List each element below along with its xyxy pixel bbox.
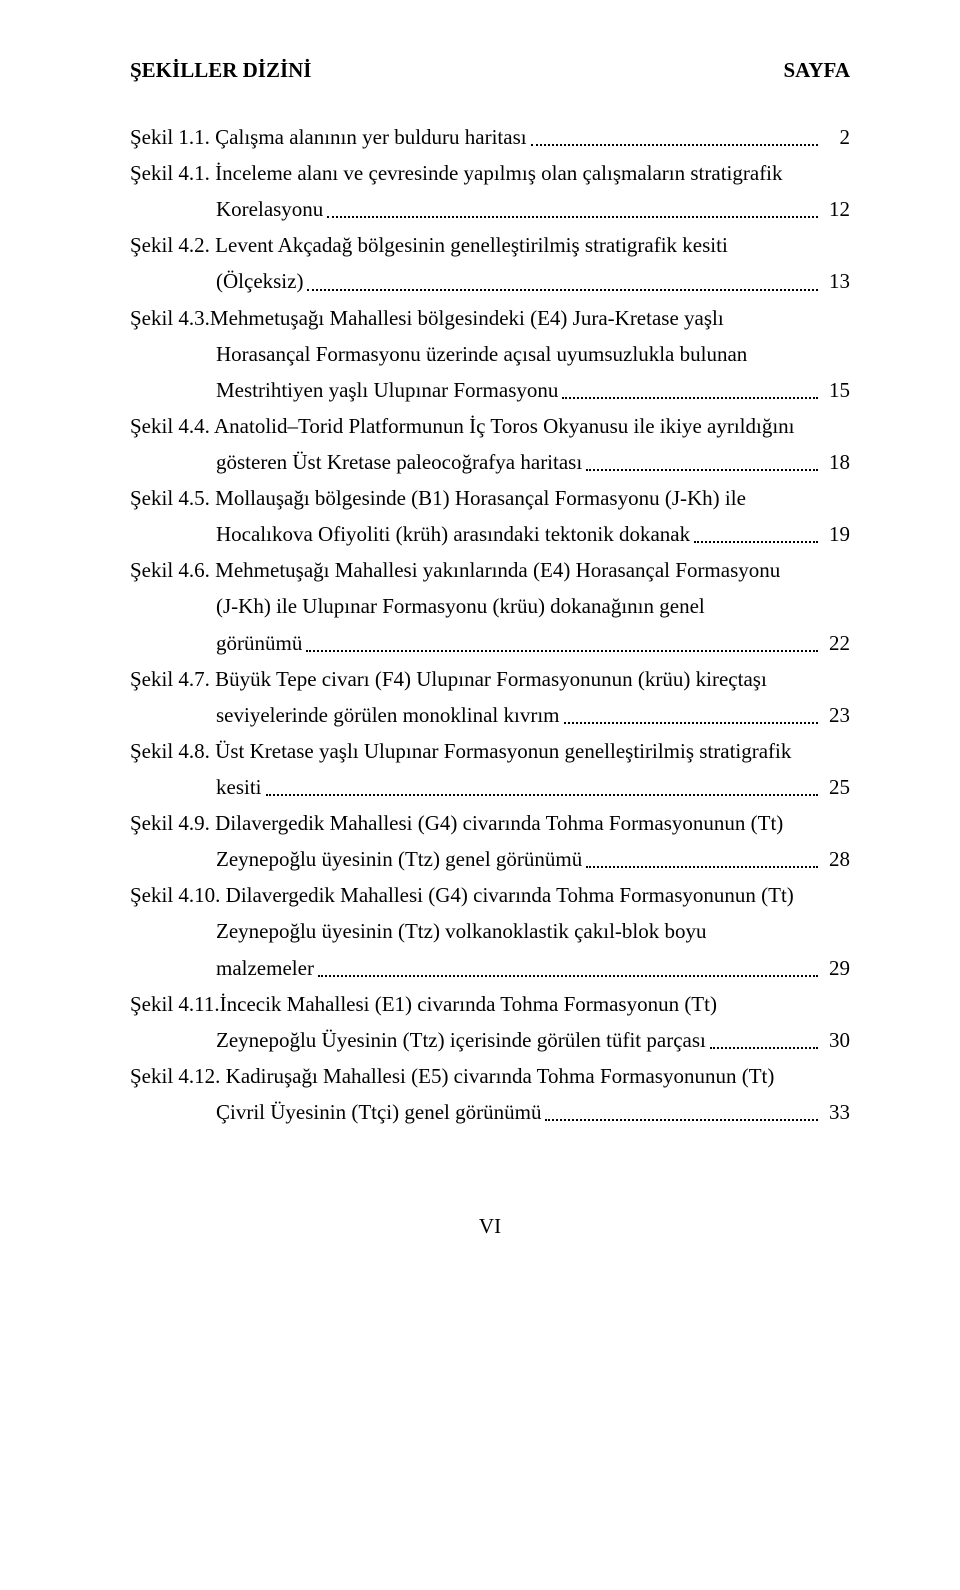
figure-entry-last: kesiti 25 [130, 769, 850, 805]
figure-entry: Şekil 1.1. Çalışma alanının yer bulduru … [130, 119, 850, 155]
dot-leader [318, 975, 818, 977]
entry-text: Zeynepoğlu üyesinin (Ttz) genel görünümü [216, 841, 582, 877]
entry-page: 23 [822, 697, 850, 733]
entry-text: Korelasyonu [216, 191, 323, 227]
entry-page: 28 [822, 841, 850, 877]
figure-entry-last: görünümü 22 [130, 625, 850, 661]
page-footer: VI [130, 1214, 850, 1239]
figure-entry-last: (Ölçeksiz) 13 [130, 263, 850, 299]
dot-leader [564, 722, 818, 724]
figure-entry-lead: Şekil 4.5. Mollauşağı bölgesinde (B1) Ho… [130, 480, 850, 516]
entry-page: 19 [822, 516, 850, 552]
header-title-left: ŞEKİLLER DİZİNİ [130, 58, 311, 83]
entry-page: 33 [822, 1094, 850, 1130]
entry-text: Zeynepoğlu Üyesinin (Ttz) içerisinde gör… [216, 1022, 706, 1058]
figure-entry-lead: Şekil 4.9. Dilavergedik Mahallesi (G4) c… [130, 805, 850, 841]
figure-entry-lead: Şekil 4.11.İncecik Mahallesi (E1) civarı… [130, 986, 850, 1022]
figure-entry-lead: Şekil 4.7. Büyük Tepe civarı (F4) Ulupın… [130, 661, 850, 697]
list-of-figures-header: ŞEKİLLER DİZİNİ SAYFA [130, 58, 850, 83]
header-title-right: SAYFA [783, 58, 850, 83]
entry-page: 13 [822, 263, 850, 299]
entry-page: 22 [822, 625, 850, 661]
entry-text: Hocalıkova Ofiyoliti (krüh) arasındaki t… [216, 516, 690, 552]
page-number: VI [479, 1214, 501, 1238]
figure-entry-lead: Şekil 4.1. İnceleme alanı ve çevresinde … [130, 155, 850, 191]
dot-leader [562, 397, 818, 399]
dot-leader [694, 541, 818, 543]
entry-text: kesiti [216, 769, 262, 805]
figure-entry-lead: Şekil 4.3.Mehmetuşağı Mahallesi bölgesin… [130, 300, 850, 336]
figure-entry-lead: Şekil 4.8. Üst Kretase yaşlı Ulupınar Fo… [130, 733, 850, 769]
entry-text: (Ölçeksiz) [216, 263, 303, 299]
entry-text: gösteren Üst Kretase paleocoğrafya harit… [216, 444, 582, 480]
entry-text: seviyelerinde görülen monoklinal kıvrım [216, 697, 560, 733]
figure-entry-last: Mestrihtiyen yaşlı Ulupınar Formasyonu 15 [130, 372, 850, 408]
dot-leader [531, 144, 818, 146]
figure-entries-container: Şekil 1.1. Çalışma alanının yer bulduru … [130, 119, 850, 1130]
dot-leader [586, 469, 818, 471]
entry-text: Şekil 1.1. Çalışma alanının yer bulduru … [130, 119, 527, 155]
figure-entry-lead: Şekil 4.2. Levent Akçadağ bölgesinin gen… [130, 227, 850, 263]
dot-leader [307, 289, 818, 291]
dot-leader [586, 866, 818, 868]
entry-text: Mestrihtiyen yaşlı Ulupınar Formasyonu [216, 372, 558, 408]
figure-entry-last: Çivril Üyesinin (Ttçi) genel görünümü 33 [130, 1094, 850, 1130]
dot-leader [327, 216, 818, 218]
figure-entry-continuation: Horasançal Formasyonu üzerinde açısal uy… [130, 336, 850, 372]
entry-page: 18 [822, 444, 850, 480]
figure-entry-continuation: Zeynepoğlu üyesinin (Ttz) volkanoklastik… [130, 913, 850, 949]
entry-page: 2 [822, 119, 850, 155]
figure-entry-lead: Şekil 4.10. Dilavergedik Mahallesi (G4) … [130, 877, 850, 913]
dot-leader [710, 1047, 818, 1049]
dot-leader [306, 650, 818, 652]
figure-entry-lead: Şekil 4.12. Kadiruşağı Mahallesi (E5) ci… [130, 1058, 850, 1094]
dot-leader [266, 794, 819, 796]
figure-entry-last: Korelasyonu 12 [130, 191, 850, 227]
entry-text: Çivril Üyesinin (Ttçi) genel görünümü [216, 1094, 541, 1130]
entry-page: 12 [822, 191, 850, 227]
figure-entry-lead: Şekil 4.6. Mehmetuşağı Mahallesi yakınla… [130, 552, 850, 588]
entry-page: 30 [822, 1022, 850, 1058]
figure-entry-last: Zeynepoğlu Üyesinin (Ttz) içerisinde gör… [130, 1022, 850, 1058]
figure-entry-last: Hocalıkova Ofiyoliti (krüh) arasındaki t… [130, 516, 850, 552]
figure-entry-last: malzemeler 29 [130, 950, 850, 986]
dot-leader [545, 1119, 818, 1121]
entry-page: 29 [822, 950, 850, 986]
figure-entry-last: Zeynepoğlu üyesinin (Ttz) genel görünümü… [130, 841, 850, 877]
figure-entry-lead: Şekil 4.4. Anatolid–Torid Platformunun İ… [130, 408, 850, 444]
figure-entry-last: gösteren Üst Kretase paleocoğrafya harit… [130, 444, 850, 480]
figure-entry-continuation: (J-Kh) ile Ulupınar Formasyonu (krüu) do… [130, 588, 850, 624]
entry-text: görünümü [216, 625, 302, 661]
entry-page: 15 [822, 372, 850, 408]
figure-entry-last: seviyelerinde görülen monoklinal kıvrım 2… [130, 697, 850, 733]
entry-page: 25 [822, 769, 850, 805]
entry-text: malzemeler [216, 950, 314, 986]
